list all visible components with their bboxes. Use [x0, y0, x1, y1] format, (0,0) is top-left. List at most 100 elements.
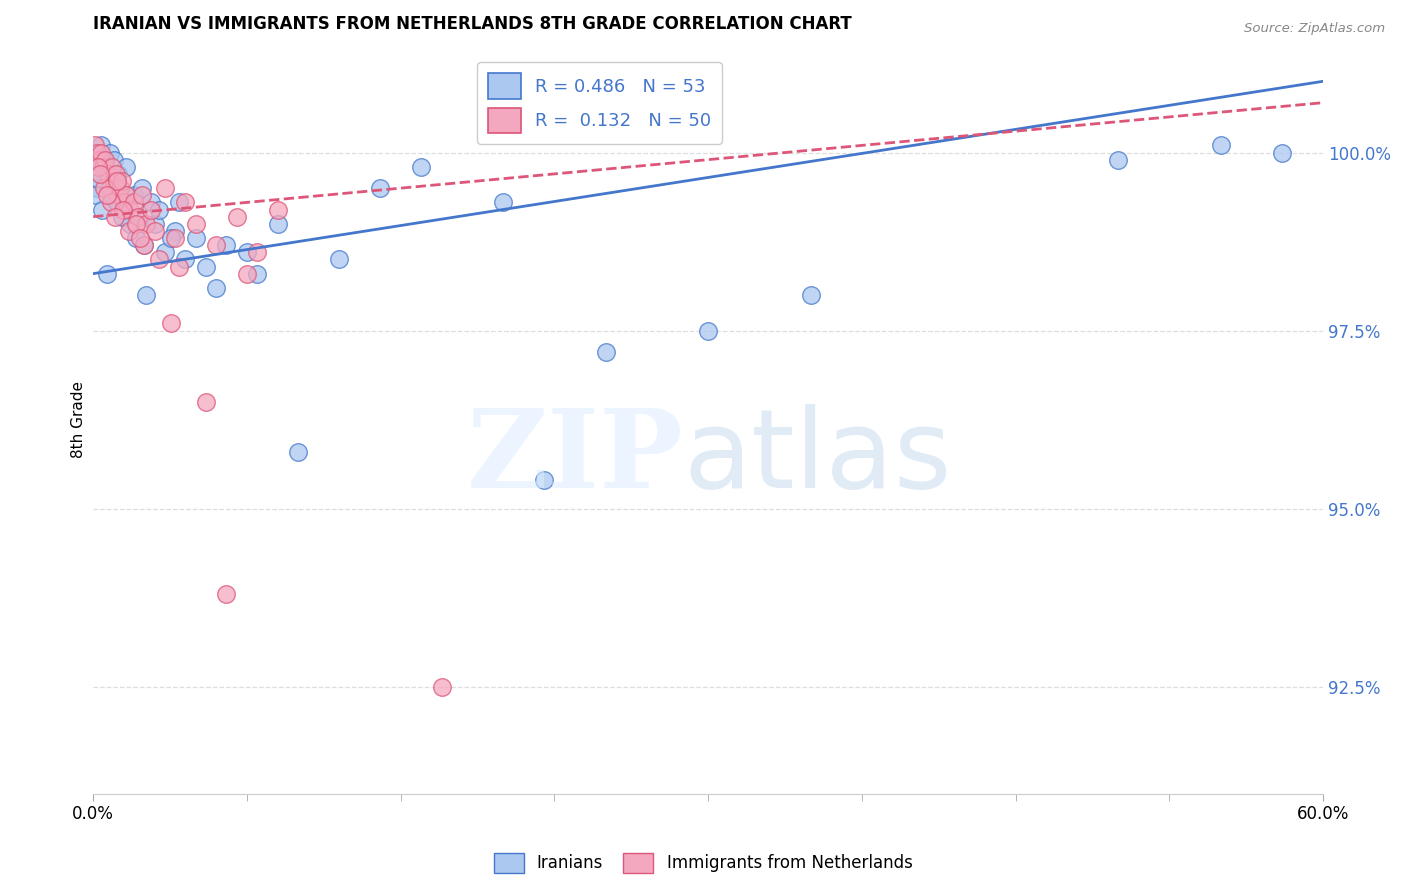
Point [104, 195, 127, 210]
Point [236, 267, 259, 281]
Point [93, 160, 115, 174]
Point [131, 181, 153, 195]
Point [143, 224, 166, 238]
Point [86, 181, 108, 195]
Y-axis label: 8th Grade: 8th Grade [72, 381, 86, 458]
Point [103, 153, 125, 167]
Text: Source: ZipAtlas.com: Source: ZipAtlas.com [1244, 22, 1385, 36]
Point [84, 188, 107, 202]
Text: atlas: atlas [683, 403, 952, 510]
Point [115, 160, 138, 174]
Point [84, 138, 107, 153]
Point [194, 395, 217, 409]
Point [153, 245, 176, 260]
Point [184, 231, 207, 245]
Point [120, 217, 142, 231]
Point [125, 217, 148, 231]
Point [266, 217, 288, 231]
Point [169, 260, 191, 274]
Point [98, 181, 121, 195]
Point [115, 188, 138, 202]
Point [135, 217, 157, 231]
Point [205, 281, 228, 295]
Point [118, 224, 141, 238]
Point [94, 153, 117, 167]
Point [125, 231, 148, 245]
Point [139, 202, 162, 217]
Point [205, 238, 228, 252]
Point [122, 195, 145, 210]
Point [94, 167, 117, 181]
Point [93, 153, 115, 167]
Point [225, 210, 247, 224]
Point [122, 188, 145, 202]
Point [96, 174, 118, 188]
Point [135, 288, 157, 302]
Point [100, 195, 122, 210]
Point [194, 260, 217, 274]
Point [1271, 145, 1294, 160]
Point [87, 160, 110, 174]
Legend: R = 0.486   N = 53, R =  0.132   N = 50: R = 0.486 N = 53, R = 0.132 N = 50 [478, 62, 723, 144]
Point [492, 195, 515, 210]
Point [90, 138, 112, 153]
Point [246, 267, 269, 281]
Point [236, 245, 259, 260]
Point [148, 252, 170, 267]
Point [143, 217, 166, 231]
Point [328, 252, 350, 267]
Point [96, 267, 118, 281]
Point [266, 202, 288, 217]
Point [127, 210, 149, 224]
Point [120, 202, 142, 217]
Point [246, 245, 269, 260]
Point [215, 587, 238, 601]
Point [105, 174, 128, 188]
Point [91, 202, 114, 217]
Point [134, 238, 156, 252]
Point [165, 224, 187, 238]
Point [127, 210, 149, 224]
Point [139, 195, 162, 210]
Point [169, 195, 191, 210]
Point [108, 181, 131, 195]
Point [368, 181, 391, 195]
Point [153, 181, 176, 195]
Point [411, 160, 433, 174]
Point [100, 188, 122, 202]
Point [93, 181, 115, 195]
Point [96, 188, 118, 202]
Point [160, 231, 183, 245]
Point [287, 444, 309, 458]
Point [86, 145, 108, 160]
Point [107, 167, 129, 181]
Point [160, 317, 183, 331]
Point [430, 680, 453, 694]
Point [184, 217, 207, 231]
Point [98, 145, 121, 160]
Point [533, 473, 555, 487]
Point [100, 160, 122, 174]
Text: ZIP: ZIP [467, 403, 683, 510]
Point [111, 174, 134, 188]
Point [103, 174, 125, 188]
Point [1209, 138, 1232, 153]
Point [89, 153, 111, 167]
Point [1107, 153, 1129, 167]
Point [108, 181, 131, 195]
Point [90, 145, 112, 160]
Point [96, 167, 118, 181]
Point [148, 202, 170, 217]
Point [111, 202, 134, 217]
Point [107, 188, 129, 202]
Point [104, 210, 127, 224]
Point [174, 195, 197, 210]
Legend: Iranians, Immigrants from Netherlands: Iranians, Immigrants from Netherlands [486, 847, 920, 880]
Point [89, 160, 111, 174]
Point [129, 231, 152, 245]
Point [174, 252, 197, 267]
Point [104, 167, 127, 181]
Text: IRANIAN VS IMMIGRANTS FROM NETHERLANDS 8TH GRADE CORRELATION CHART: IRANIAN VS IMMIGRANTS FROM NETHERLANDS 8… [93, 15, 852, 33]
Point [165, 231, 187, 245]
Point [215, 238, 238, 252]
